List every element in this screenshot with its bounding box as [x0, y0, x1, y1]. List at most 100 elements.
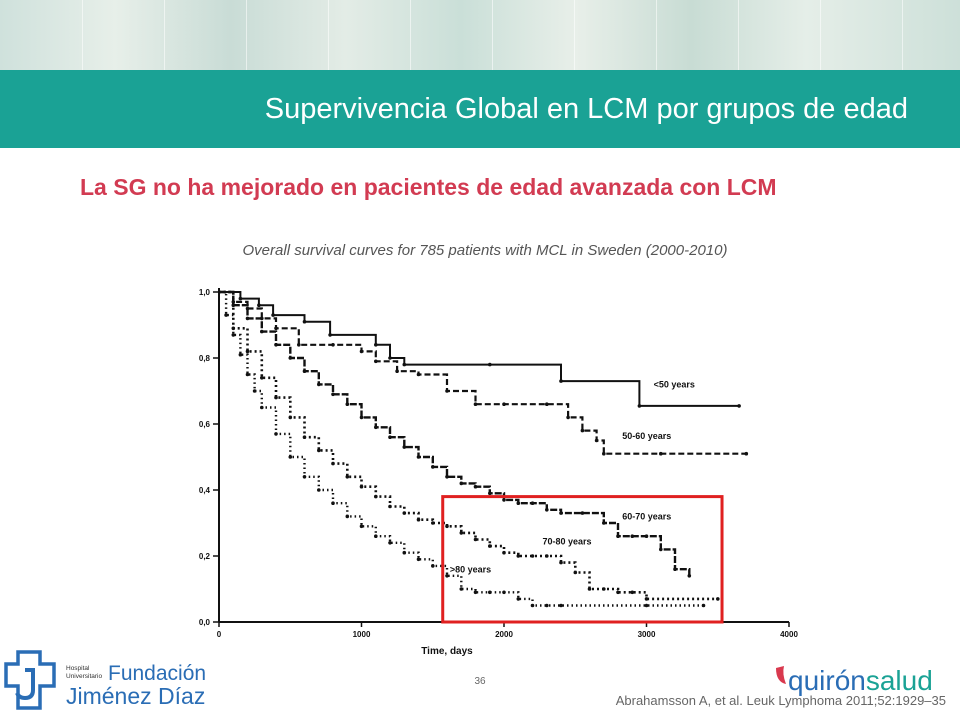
censor-mark	[224, 313, 228, 317]
censor-mark	[345, 475, 350, 479]
censor-mark	[616, 534, 620, 538]
y-tick-label: 0,2	[199, 552, 211, 561]
censor-mark	[252, 389, 257, 393]
censor-mark	[580, 428, 585, 433]
logo-universitario-label: Universitario	[66, 673, 103, 680]
censor-mark	[516, 597, 521, 601]
y-tick-label: 0,6	[199, 420, 211, 429]
censor-mark	[288, 415, 293, 420]
censor-mark	[374, 534, 378, 538]
survival-curve	[219, 290, 704, 607]
censor-mark	[388, 356, 392, 360]
photo-tile	[574, 0, 657, 70]
censor-mark	[388, 541, 392, 545]
photo-tile	[492, 0, 575, 70]
censor-mark	[245, 349, 250, 354]
censor-mark	[445, 524, 449, 529]
censor-mark	[359, 524, 364, 529]
censor-mark	[473, 537, 478, 542]
series-label: <50 years	[654, 380, 695, 390]
censor-mark	[260, 376, 264, 380]
censor-mark	[402, 550, 407, 555]
censor-mark	[488, 362, 492, 367]
y-tick-label: 0,0	[199, 618, 211, 627]
censor-mark	[445, 475, 449, 479]
censor-mark	[274, 326, 278, 331]
censor-mark	[502, 550, 506, 555]
censor-mark	[359, 415, 364, 420]
censor-mark	[257, 303, 261, 308]
quironsalud-mark-icon	[776, 666, 786, 684]
censor-mark	[488, 491, 492, 496]
quironsalud-logo: quirónsalud	[776, 665, 933, 696]
page-title: Supervivencia Global en LCM por grupos d…	[264, 93, 908, 125]
censor-mark	[516, 554, 521, 558]
censor-mark	[245, 316, 250, 321]
censor-mark	[345, 402, 350, 407]
censor-mark	[271, 313, 275, 317]
censor-mark	[602, 521, 606, 525]
censor-mark	[328, 333, 332, 337]
censor-mark	[345, 514, 350, 519]
censor-mark	[302, 475, 307, 479]
slide-subtitle: La SG no ha mejorado en pacientes de eda…	[80, 174, 777, 200]
censor-mark	[459, 531, 464, 535]
censor-mark	[716, 597, 720, 601]
y-tick-label: 0,4	[199, 486, 211, 495]
censor-mark	[545, 554, 549, 558]
censor-mark	[530, 603, 535, 608]
photo-tile	[328, 0, 411, 70]
cross-emblem-icon	[4, 650, 56, 710]
censor-mark	[395, 369, 399, 374]
censor-mark	[559, 511, 563, 515]
censor-mark	[573, 570, 578, 575]
censor-mark	[274, 432, 278, 436]
censor-mark	[659, 451, 663, 456]
censor-mark	[502, 590, 506, 595]
censor-mark	[559, 560, 563, 565]
censor-mark	[331, 461, 335, 466]
censor-mark	[459, 587, 464, 591]
censor-mark	[231, 333, 236, 337]
censor-mark	[644, 597, 649, 601]
censor-mark	[516, 501, 521, 506]
censor-mark	[744, 451, 749, 456]
censor-mark	[388, 435, 392, 440]
censor-mark	[331, 343, 335, 347]
censor-mark	[238, 296, 243, 301]
censor-mark	[288, 356, 293, 360]
censor-mark	[402, 445, 407, 449]
censor-mark	[297, 343, 301, 347]
censor-mark	[687, 574, 692, 578]
survival-curve	[219, 290, 718, 601]
censor-mark	[260, 329, 264, 334]
series-label: 70-80 years	[542, 536, 591, 546]
censor-mark	[545, 508, 549, 512]
citation: Abrahamsson A, et al. Leuk Lymphoma 2011…	[615, 693, 946, 708]
logo-hospital-label: Hospital	[66, 665, 90, 672]
censor-mark	[488, 590, 492, 595]
censor-mark	[402, 511, 407, 515]
censor-mark	[644, 603, 649, 608]
censor-mark	[359, 484, 364, 489]
series-label: 60-70 years	[622, 512, 671, 522]
title-bar: Supervivencia Global en LCM por grupos d…	[0, 70, 960, 148]
censor-mark	[566, 415, 570, 420]
fundacion-jimenez-diaz-logo: Hospital Universitario Fundación Jiménez…	[4, 650, 206, 710]
censor-mark	[317, 448, 321, 453]
header-photo-strip	[0, 0, 960, 70]
censor-mark	[502, 498, 506, 502]
censor-mark	[317, 488, 321, 492]
censor-mark	[359, 349, 364, 354]
y-tick-label: 1,0	[199, 288, 211, 297]
x-tick-label: 3000	[638, 630, 656, 639]
censor-mark	[274, 395, 278, 400]
censor-mark	[331, 501, 335, 506]
logo-salud-text: salud	[866, 665, 933, 696]
censor-mark	[488, 544, 492, 548]
censor-mark	[416, 557, 421, 562]
censor-mark	[238, 352, 243, 357]
censor-mark	[473, 590, 478, 595]
x-tick-label: 0	[217, 630, 222, 639]
